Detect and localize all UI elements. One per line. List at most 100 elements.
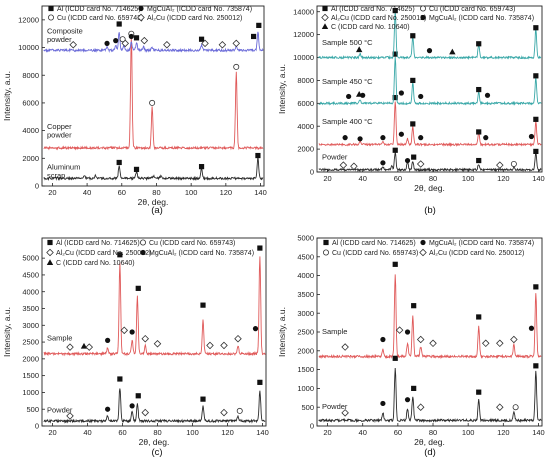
x-tick-label: 40 [83,428,91,437]
series-2: Sample 450 °C [318,51,542,106]
peak-marker-diamond [220,408,228,417]
peak-marker-square [411,303,417,309]
y-tick-label: 3500 [22,304,39,313]
y-tick-label: 5000 [297,234,314,243]
peak-marker-diamond [206,341,214,350]
subfigure-label: (d) [424,447,436,458]
peak-marker-square [200,302,206,308]
peak-marker-filled-circle [252,326,259,332]
y-tick-label: 2000 [22,354,39,363]
legend-symbol-open-circle [139,239,146,246]
panel-a: 20 40 60 80 100 120 140 0 2000 4000 6000 8000 10000 1… [2,5,267,216]
peak-marker-filled-circle [404,329,411,335]
peak-marker-square [250,33,257,40]
peak-marker-filled-circle [105,406,111,412]
plot-frame [316,237,543,427]
y-axis-label: Intensity, a.u. [2,71,12,121]
legend-label: Al₂Cu (ICDD card No. 250012) [56,250,151,257]
series-line [43,388,266,424]
legend-symbol-diamond [137,13,145,22]
peak-marker-diamond [341,343,349,351]
y-tick-label: 4500 [297,252,314,261]
peak-marker-square [411,154,417,160]
series-line [43,256,266,357]
peak-marker-diamond [416,160,425,168]
x-tick-label: 60 [118,428,126,437]
legend-label: Al₂Cu (ICDD card No. 250012) [429,250,524,257]
peak-marker-square [256,22,262,28]
peak-marker-diamond [69,41,77,49]
peak-marker-filled-circle [398,90,404,96]
peak-marker-diamond [416,403,425,411]
series-3: Sample 500 °C [318,7,542,61]
peak-marker-square [410,33,416,39]
peak-marker-square [476,157,482,164]
peak-marker-diamond [496,403,504,411]
y-tick-label: 1500 [297,365,314,374]
series-1: Sample [43,245,266,357]
peak-marker-diamond [232,39,241,48]
legend-label: MgCuAl₂ (ICDD card No. 735874) [429,15,534,22]
peak-marker-filled-circle [104,40,110,46]
plot-frame [41,5,265,187]
y-tick-label: 2000 [297,145,314,154]
peak-marker-diamond [163,41,171,49]
peak-marker-diamond [120,326,129,335]
y-tick-label: 1000 [297,384,314,393]
series-line [318,56,542,106]
peak-marker-diamond [481,339,490,348]
peak-marker-square [476,41,482,47]
y-axis-label: Intensity, a.u. [277,64,287,114]
y-tick-label: 14000 [293,7,314,16]
x-tick-label: 100 [186,428,199,437]
peak-marker-filled-circle [528,133,535,140]
series-line [43,156,264,182]
x-tick-label: 100 [185,188,198,197]
peak-marker-open-circle [233,63,240,70]
y-tick-label: 500 [26,405,39,414]
peak-marker-filled-circle [483,135,489,141]
peak-marker-diamond [496,161,504,169]
peak-marker-square [392,7,398,14]
x-axis-label: 2θ, deg. [414,437,445,447]
peak-marker-square [476,389,482,395]
peak-marker-filled-circle [426,48,433,54]
series-line [318,151,542,173]
peak-marker-square [257,379,263,385]
y-tick-label: 0 [310,168,314,177]
series-label: Sample 450 °C [322,77,373,86]
series-label: Copper [47,122,72,131]
peak-marker-diamond [416,335,425,344]
peak-marker-square [117,252,123,258]
x-tick-label: 80 [429,174,437,183]
peak-marker-square [135,285,141,291]
peak-marker-square [392,355,398,361]
peak-marker-triangle [449,48,456,55]
legend-label: Al (ICDD card No. 714625) [332,240,416,247]
x-tick-label: 20 [323,428,331,437]
peak-marker-diamond [66,343,74,351]
peak-marker-diamond [85,343,94,351]
peak-marker-diamond [141,408,150,417]
y-tick-label: 6000 [22,99,39,108]
x-axis-label: 2θ, deg. [138,197,169,207]
x-tick-label: 80 [153,428,161,437]
y-tick-label: 0 [310,422,314,431]
x-axis-label: 2θ, deg. [414,183,445,193]
legend-symbol-diamond [419,248,427,257]
legend-symbol-triangle [46,259,54,266]
peak-marker-filled-circle [404,157,411,164]
legend-label: MgCuAl₂ (ICDD card No. 735874) [429,240,534,247]
peak-marker-diamond [218,41,227,49]
y-tick-label: 0 [35,182,39,191]
peak-marker-triangle [355,46,363,53]
x-tick-label: 60 [118,188,126,197]
peak-marker-open-circle [236,407,243,414]
series-1: Sample 400 °C [318,94,542,148]
peak-marker-square [533,363,539,369]
peak-marker-square [198,36,205,42]
plot-frame [316,5,543,173]
peak-marker-square [410,121,416,127]
peak-marker-square [198,164,205,170]
